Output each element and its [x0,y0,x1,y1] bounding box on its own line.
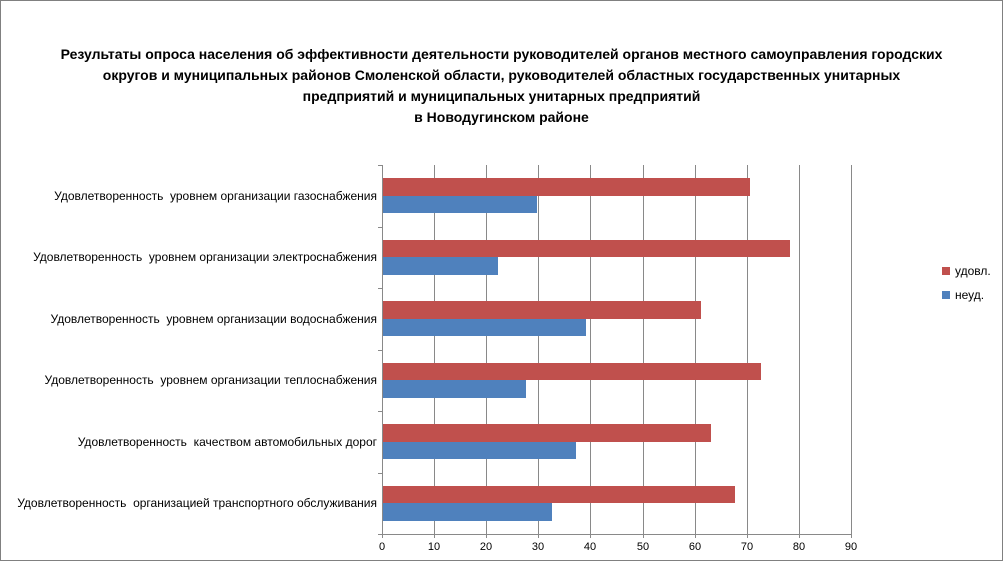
bar-satisfied [383,424,712,442]
category-axis-tick [378,350,382,351]
chart-title-line-1: Результаты опроса населения об эффективн… [60,46,943,62]
bar-satisfied [383,239,790,258]
x-axis-tick [799,534,800,538]
chart-title: Результаты опроса населения об эффективн… [1,44,1002,128]
bar-unsatisfied [383,318,587,337]
x-tick-label: 0 [378,541,386,553]
category-axis-tick [378,534,382,535]
x-tick-label: 70 [740,541,754,553]
x-tick-label: 40 [583,541,597,553]
gridline [747,165,748,534]
x-tick-label: 50 [636,541,650,553]
category-axis-tick [378,165,382,166]
legend-swatch-unsatisfied [942,291,950,299]
bar-satisfied [383,485,735,504]
bar-unsatisfied [383,441,576,460]
x-axis-tick [382,534,383,538]
legend-item-satisfied: удовл. [942,264,991,278]
x-axis-tick [434,534,435,538]
chart-title-line-2: округов и муниципальных районов Смоленск… [102,67,901,83]
gridline [590,165,591,534]
x-axis-tick [643,534,644,538]
category-label: Удовлетворенность уровнем организации те… [44,373,377,388]
x-axis-tick [851,534,852,538]
x-tick-label: 80 [792,541,806,553]
gridline [643,165,644,534]
bar-unsatisfied [383,503,553,521]
legend-swatch-satisfied [942,267,950,275]
x-axis-tick [590,534,591,538]
legend-label: удовл. [955,264,991,278]
x-axis-tick [747,534,748,538]
category-axis-tick [378,411,382,412]
category-label: Удовлетворенность качеством автомобильны… [77,434,377,449]
x-axis-tick [486,534,487,538]
legend-item-unsatisfied: неуд. [942,288,991,302]
category-axis-tick [378,473,382,474]
bar-unsatisfied [383,195,537,214]
x-tick-label: 10 [427,541,441,553]
x-tick-label: 30 [531,541,545,553]
gridline [486,165,487,534]
category-axis-tick [378,227,382,228]
bar-unsatisfied [383,380,527,398]
x-axis-tick [695,534,696,538]
bar-satisfied [383,362,761,381]
legend-label: неуд. [955,288,985,302]
category-label: Удовлетворенность организацией транспорт… [17,496,377,511]
plot-area [382,165,852,535]
x-tick-label: 90 [844,541,858,553]
category-axis-labels: Удовлетворенность уровнем организации га… [3,165,377,534]
category-axis-tick [378,288,382,289]
legend: удовл. неуд. [942,264,991,312]
x-axis-tick [538,534,539,538]
x-tick-label: 60 [688,541,702,553]
chart-title-line-4: в Новодугинском районе [414,109,589,125]
x-tick-label: 20 [479,541,493,553]
gridline [695,165,696,534]
category-label: Удовлетворенность уровнем организации га… [54,188,377,203]
chart-title-line-3: предприятий и муниципальных унитарных пр… [302,88,701,104]
bar-satisfied [383,178,751,196]
gridline [434,165,435,534]
bar-satisfied [383,301,701,319]
category-label: Удовлетворенность уровнем организации во… [50,311,377,326]
bar-unsatisfied [383,257,498,275]
gridline [799,165,800,534]
gridline [538,165,539,534]
category-label: Удовлетворенность уровнем организации эл… [33,250,377,265]
gridline [851,165,852,534]
